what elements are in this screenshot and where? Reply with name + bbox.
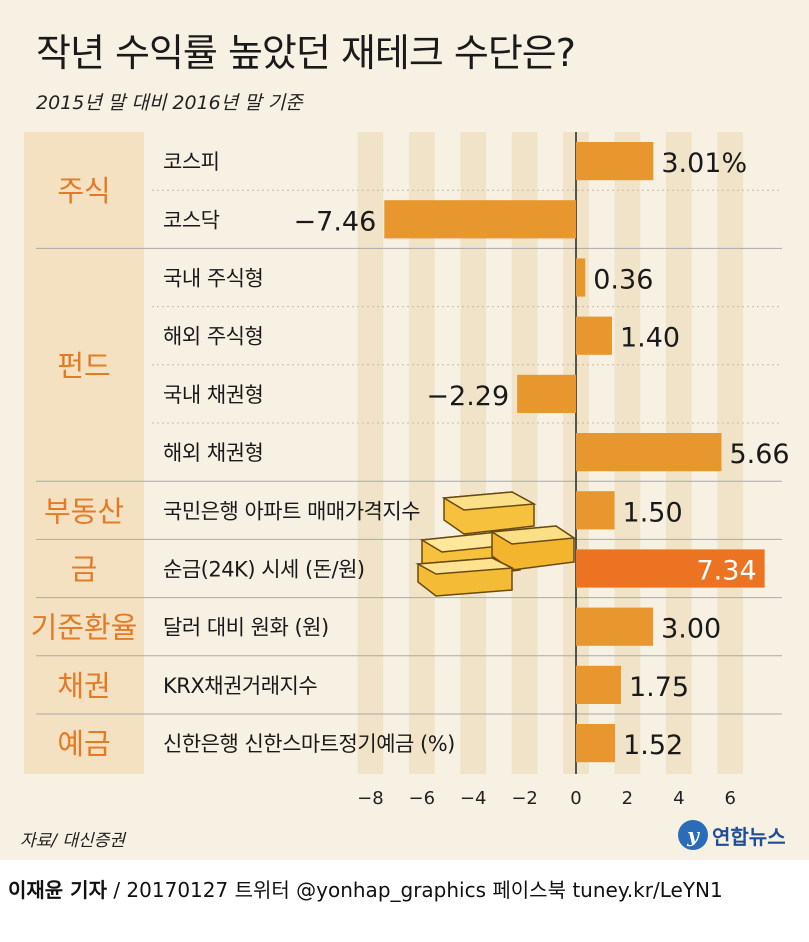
- group-label: 부동산: [44, 494, 124, 528]
- grid-stripe: [408, 132, 435, 774]
- value-label: 5.66: [729, 439, 789, 470]
- source-note: 자료/ 대신증권: [20, 831, 125, 851]
- bar: [576, 491, 615, 530]
- value-label: 7.34: [697, 556, 757, 587]
- gold-bar-top: [441, 491, 537, 511]
- group-label: 기준환율: [31, 611, 138, 645]
- gold-bar-top: [415, 557, 515, 575]
- category-label: 신한은행 신한스마트정기예금 (%): [163, 732, 455, 756]
- grid-stripe: [357, 132, 384, 774]
- category-label: 국민은행 아파트 매매가격지수: [163, 499, 420, 523]
- bar: [576, 665, 621, 704]
- x-tick-label: 2: [622, 788, 633, 809]
- bar: [576, 433, 722, 472]
- chart-subtitle: 2015년 말 대비 2016년 말 기준: [36, 92, 303, 114]
- gold-bars-illustration: [415, 491, 577, 597]
- group-label: 금: [71, 553, 98, 587]
- reporter-name: 이재윤 기자: [8, 878, 107, 902]
- bar: [576, 258, 586, 297]
- value-label: 0.36: [593, 265, 653, 296]
- value-label: 1.40: [620, 323, 680, 354]
- group-label: 채권: [57, 669, 110, 703]
- category-label: 국내 주식형: [163, 267, 263, 291]
- category-label: 국내 채권형: [163, 383, 263, 407]
- category-label: 코스닥: [163, 208, 220, 232]
- gold-bar-top: [489, 525, 577, 545]
- bar: [517, 374, 576, 413]
- x-tick-label: −6: [409, 788, 436, 809]
- x-tick-label: 0: [570, 788, 581, 809]
- chart-title: 작년 수익률 높았던 재테크 수단은?: [36, 31, 576, 75]
- x-tick-label: 4: [673, 788, 684, 809]
- credit-line: / 20170127 트위터 @yonhap_graphics 페이스북 tun…: [106, 878, 723, 902]
- value-label: 1.50: [623, 497, 683, 528]
- category-label: 순금(24K) 시세 (돈/원): [163, 558, 365, 582]
- bar: [576, 607, 654, 646]
- category-label: KRX채권거래지수: [163, 674, 317, 698]
- grid-stripe: [717, 132, 744, 774]
- group-label: 펀드: [57, 349, 110, 383]
- category-label: 해외 채권형: [163, 441, 263, 465]
- value-label: 3.00: [661, 614, 721, 645]
- bar: [576, 316, 612, 355]
- group-label: 예금: [57, 727, 110, 761]
- group-column-background: [24, 132, 144, 774]
- value-label: 1.52: [623, 730, 683, 761]
- grid-stripe: [511, 132, 538, 774]
- value-label: −2.29: [426, 381, 509, 412]
- x-tick-label: −2: [511, 788, 538, 809]
- x-tick-label: −4: [460, 788, 487, 809]
- x-tick-label: −8: [357, 788, 384, 809]
- value-label: 1.75: [629, 672, 689, 703]
- brand-name: 연합뉴스: [712, 824, 786, 849]
- group-label: 주식: [57, 174, 110, 208]
- category-label: 달러 대비 원화 (원): [163, 616, 329, 640]
- footer-credit: 이재윤 기자 / 20170127 트위터 @yonhap_graphics 페…: [8, 874, 723, 903]
- yonhap-logo: y 연합뉴스: [678, 818, 786, 852]
- bar: [384, 200, 576, 239]
- x-tick-label: 6: [724, 788, 735, 809]
- value-label: 3.01%: [661, 148, 747, 179]
- bar: [576, 724, 616, 763]
- bar: [576, 549, 765, 588]
- category-label: 해외 주식형: [163, 325, 263, 349]
- bar: [576, 142, 654, 181]
- category-label: 코스피: [163, 150, 219, 174]
- grid-stripe: [460, 132, 487, 774]
- value-label: −7.46: [294, 206, 377, 237]
- yonhap-emblem-icon: y: [678, 820, 708, 850]
